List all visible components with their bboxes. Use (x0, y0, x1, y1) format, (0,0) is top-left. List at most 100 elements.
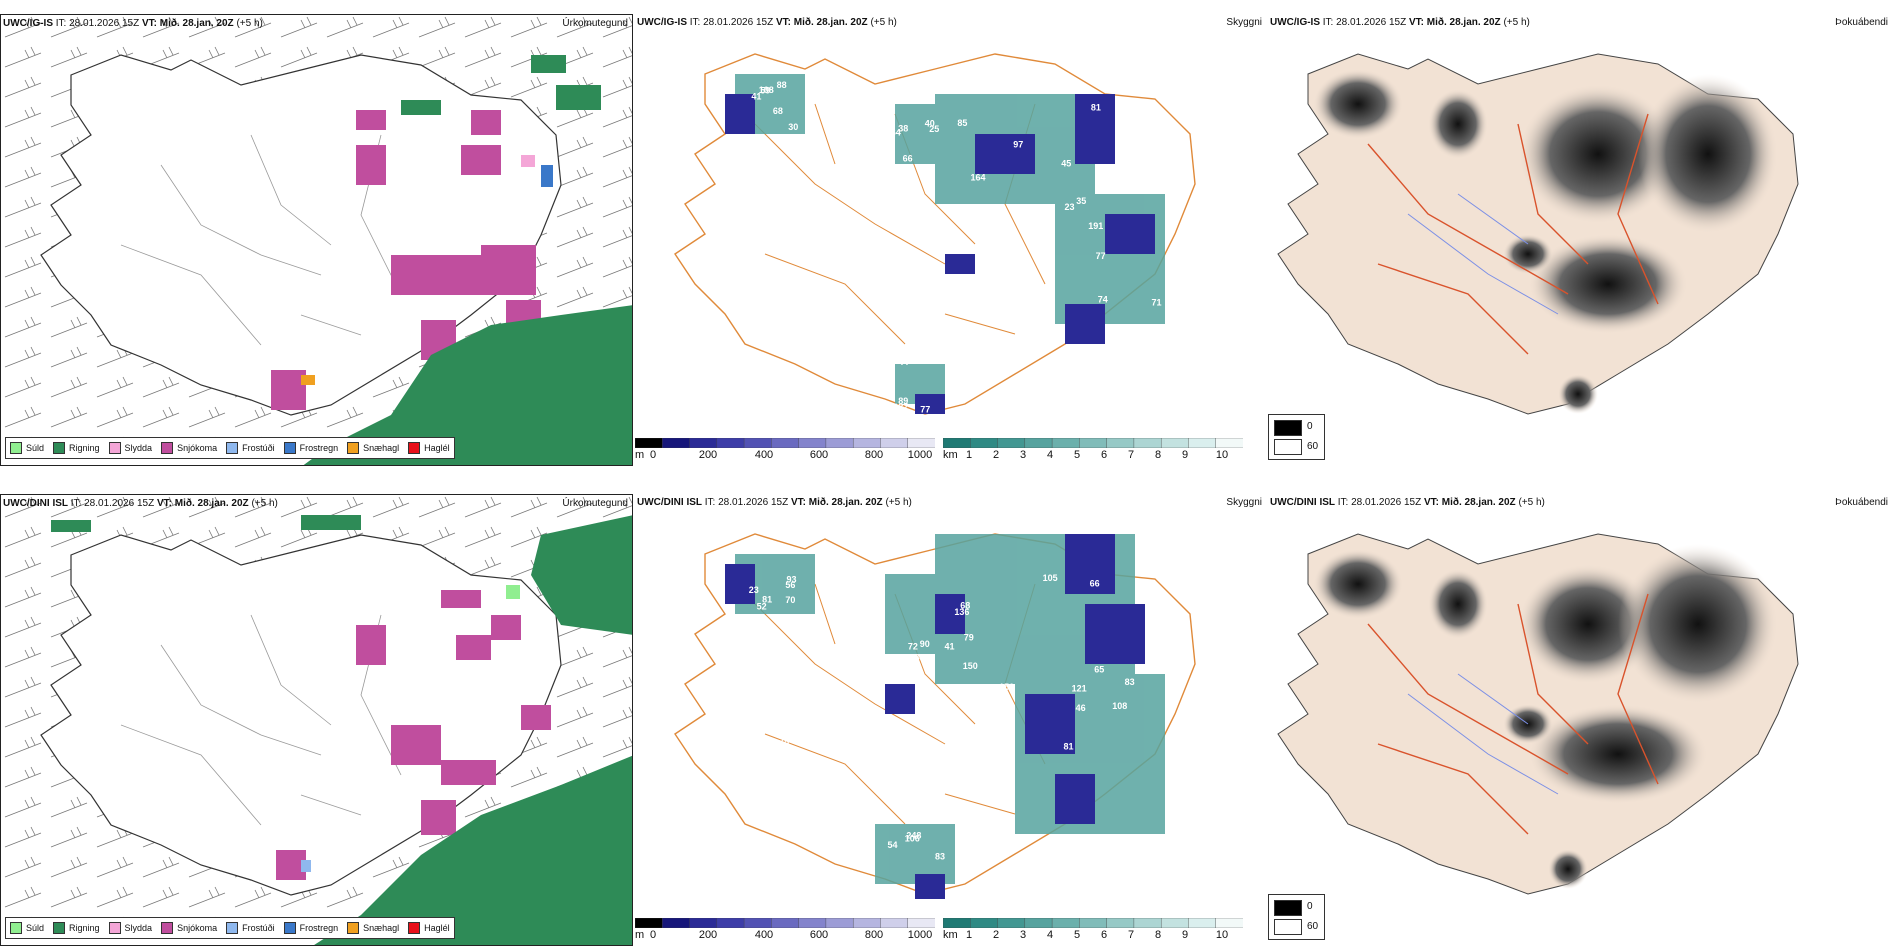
colorbar-tick: 8 (1154, 449, 1162, 461)
swatch-rain (53, 442, 66, 454)
colorbar-segment (662, 438, 691, 448)
colorbar-tick: 7 (1127, 929, 1135, 941)
visibility-value-label: 85 (957, 118, 967, 128)
visibility-value-label: 150 (999, 682, 1014, 692)
valid-time: VT: Mið. 28.jan. 20Z (775, 17, 868, 28)
legend-item: Rigning (53, 922, 100, 934)
colorbar-segment (1079, 438, 1108, 448)
legend-item: Snjókoma (161, 922, 217, 934)
visibility-title-bottom: UWC/DINI ISL IT: 28.01.2026 15Z VT: Mið.… (637, 497, 912, 508)
precip-title-bottom: UWC/DINI ISL IT: 28.01.2026 15Z VT: Mið.… (3, 498, 278, 509)
visibility-value-label: 81 (1091, 103, 1101, 113)
colorbar-unit-km: km (943, 449, 958, 461)
fog-map-bottom (1277, 533, 1799, 895)
visibility-value-label: 10 (762, 220, 772, 230)
colorbar-segment (689, 918, 718, 928)
vis-colorbar-m-bottom: m 0 200 400 600 800 1000 (635, 918, 935, 946)
visibility-value-label: 137 (893, 402, 908, 412)
precip-panel-bottom: UWC/DINI ISL IT: 28.01.2026 15Z VT: Mið.… (0, 494, 633, 946)
visibility-label: Skyggni (1226, 497, 1262, 508)
legend-item: Snæhagl (347, 442, 399, 454)
legend-item: Haglél (408, 922, 450, 934)
visibility-value-label: 68 (773, 106, 783, 116)
legend-item: Snæhagl (347, 922, 399, 934)
fog-swatch-high (1274, 439, 1302, 455)
visibility-value-label: 64 (891, 128, 901, 138)
legend-item: Súld (10, 922, 44, 934)
colorbar-segment (970, 918, 999, 928)
visibility-value-label: 334 (915, 652, 930, 662)
colorbar-segment (852, 438, 882, 448)
visibility-value-label: 85 (767, 241, 777, 251)
visibility-value-label: 89 (898, 396, 908, 406)
legend-item: Frostúði (226, 442, 275, 454)
colorbar-segment (970, 438, 999, 448)
fog-title-top: UWC/IG-IS IT: 28.01.2026 15Z VT: Mið. 28… (1270, 17, 1530, 28)
legend-item: Rigning (53, 442, 100, 454)
swatch-snow-pellets (347, 442, 360, 454)
visibility-value-label: 74 (1098, 294, 1108, 304)
visibility-value-label: 70 (785, 595, 795, 605)
vis-colorbar-m-top: m 0 200 400 600 800 1000 (635, 438, 935, 466)
visibility-value-label: 35 (1076, 196, 1086, 206)
visibility-title-top: UWC/IG-IS IT: 28.01.2026 15Z VT: Mið. 28… (637, 17, 897, 28)
colorbar-tick: 0 (649, 929, 657, 941)
visibility-map-top: 30 64 81 77 10 137 108 40 164 191 106 89 59 25 45 23 52 7… (674, 53, 1196, 415)
fog-title-bottom: UWC/DINI ISL IT: 28.01.2026 15Z VT: Mið.… (1270, 497, 1545, 508)
valid-time: VT: Mið. 28.jan. 20Z (1408, 17, 1501, 28)
swatch-rain (53, 922, 66, 934)
fog-label: Þokuábendi (1835, 497, 1888, 508)
fog-legend-value: 60 (1307, 921, 1319, 932)
visibility-value-label: 41 (751, 91, 761, 101)
swatch-drizzle (10, 442, 22, 454)
colorbar-segment (1133, 438, 1162, 448)
visibility-value-label: 25 (929, 124, 939, 134)
visibility-value-label: 23 (749, 585, 759, 595)
colorbar-segment (1024, 918, 1053, 928)
fog-legend-value: 60 (1307, 441, 1319, 452)
colorbar-tick: 7 (1127, 449, 1135, 461)
colorbar-segment (662, 918, 691, 928)
visibility-value-label: 108 (761, 742, 776, 752)
colorbar-tick: 1000 (907, 929, 933, 941)
vis-colorbar-m-scale (635, 438, 935, 448)
issue-time: IT: 28.01.2026 15Z (704, 497, 789, 508)
colorbar-tick: 10 (1215, 449, 1229, 461)
visibility-value-label: 65 (1094, 665, 1104, 675)
colorbar-segment (825, 918, 854, 928)
visibility-value-label: 164 (971, 173, 986, 183)
valid-time: VT: Mið. 28.jan. 20Z (156, 498, 249, 509)
swatch-hail (408, 922, 421, 934)
colorbar-segment (771, 438, 800, 448)
colorbar-segment (1188, 918, 1217, 928)
issue-time: IT: 28.01.2026 15Z (689, 17, 774, 28)
colorbar-tick: 6 (1100, 449, 1108, 461)
legend-item: Súld (10, 442, 44, 454)
fog-legend-value: 0 (1307, 421, 1313, 432)
colorbar-tick: 3 (1019, 929, 1027, 941)
visibility-value-label: 108 (759, 85, 774, 95)
colorbar-segment (635, 438, 663, 448)
swatch-freezing-rain (283, 442, 296, 454)
legend-item: Slydda (108, 922, 152, 934)
colorbar-segment (880, 438, 909, 448)
visibility-value-label: 106 (905, 833, 920, 843)
visibility-value-label: 81 (1064, 741, 1074, 751)
lead-time: (+5 h) (251, 498, 278, 509)
vis-colorbar-km-bottom: km 1 2 3 4 5 6 7 8 9 10 (943, 918, 1243, 946)
visibility-value-label: 73 (955, 874, 965, 884)
visibility-value-label: 68 (960, 601, 970, 611)
visibility-value-label: 112 (782, 709, 797, 719)
visibility-value-label: 66 (903, 153, 913, 163)
precip-map-top (1, 15, 632, 465)
colorbar-segment (716, 918, 745, 928)
visibility-value-label: 77 (1096, 251, 1106, 261)
colorbar-tick: 5 (1073, 929, 1081, 941)
visibility-value-label: 41 (945, 641, 955, 651)
vis-colorbar-km-scale (943, 918, 1243, 928)
visibility-value-label: 78 (779, 737, 789, 747)
colorbar-tick: 400 (754, 929, 774, 941)
fog-swatch-low (1274, 900, 1302, 916)
model-name: UWC/IG-IS (3, 18, 53, 29)
visibility-value-label: 23 (1065, 202, 1075, 212)
